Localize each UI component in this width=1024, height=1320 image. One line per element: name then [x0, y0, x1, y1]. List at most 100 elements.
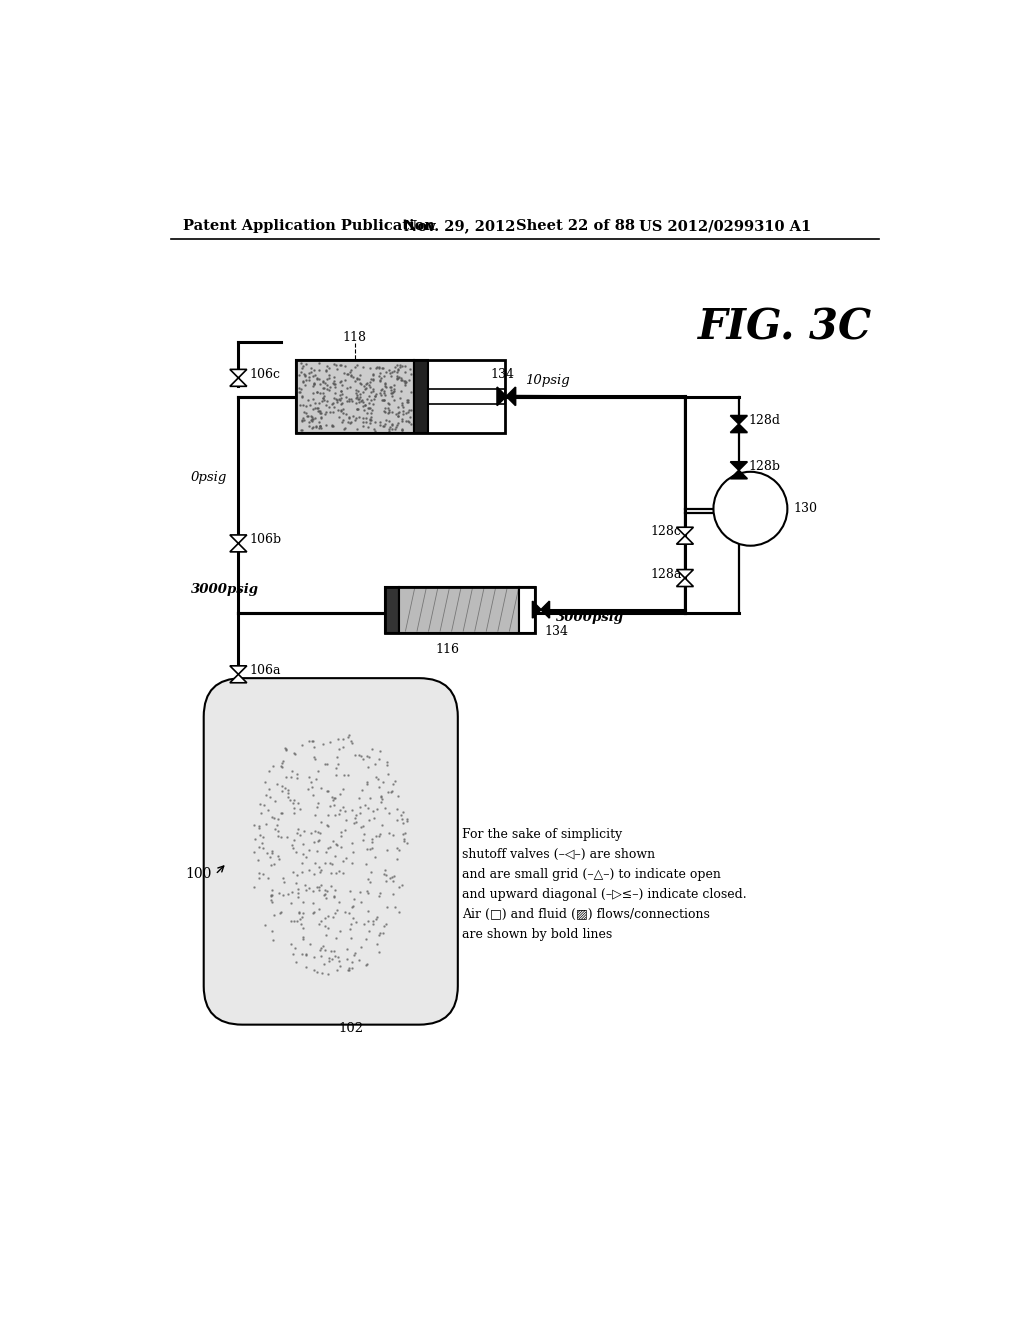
Point — [371, 748, 387, 770]
Point — [348, 418, 365, 440]
Point — [321, 838, 337, 859]
Point — [298, 354, 314, 375]
Point — [319, 880, 336, 902]
Point — [375, 771, 391, 792]
Polygon shape — [506, 387, 515, 405]
Point — [361, 871, 378, 892]
Point — [290, 879, 306, 900]
Point — [318, 379, 335, 400]
Point — [324, 948, 340, 969]
Point — [340, 727, 356, 748]
Point — [307, 364, 324, 385]
Point — [276, 738, 293, 759]
Point — [355, 412, 372, 433]
Point — [401, 399, 418, 420]
Point — [333, 825, 349, 846]
Point — [293, 352, 309, 374]
Point — [362, 381, 379, 403]
Point — [259, 842, 275, 863]
Point — [305, 892, 322, 913]
Point — [346, 888, 362, 909]
Point — [294, 907, 310, 928]
Point — [311, 359, 328, 380]
Point — [252, 793, 268, 814]
Text: Nov. 29, 2012: Nov. 29, 2012 — [403, 219, 515, 234]
Point — [365, 832, 381, 853]
Point — [385, 870, 401, 891]
Point — [360, 883, 377, 904]
Point — [255, 837, 271, 858]
Point — [384, 383, 400, 404]
Point — [354, 395, 371, 416]
Point — [358, 378, 375, 399]
Point — [288, 841, 304, 862]
Point — [273, 775, 290, 796]
Point — [255, 826, 271, 847]
Point — [393, 355, 410, 376]
Point — [360, 385, 377, 407]
Point — [295, 892, 311, 913]
Point — [326, 396, 342, 417]
Point — [303, 362, 319, 383]
Point — [348, 383, 365, 404]
Point — [381, 401, 397, 422]
Point — [376, 366, 392, 387]
Point — [403, 381, 420, 403]
Point — [295, 917, 311, 939]
Point — [325, 907, 341, 928]
Point — [346, 944, 362, 965]
Point — [290, 882, 306, 903]
Point — [314, 371, 331, 392]
Text: Air (□) and fluid (▨) flows/connections: Air (□) and fluid (▨) flows/connections — [462, 908, 710, 921]
Point — [333, 355, 349, 376]
Bar — [385, 586, 535, 632]
Point — [315, 884, 332, 906]
Point — [381, 803, 397, 824]
Point — [361, 838, 378, 859]
Point — [381, 418, 397, 440]
Point — [328, 383, 344, 404]
Point — [374, 814, 390, 836]
Point — [375, 389, 391, 411]
Point — [378, 913, 394, 935]
Point — [338, 387, 354, 408]
Point — [368, 825, 384, 846]
Point — [331, 891, 347, 912]
Point — [327, 846, 343, 867]
Point — [296, 401, 312, 422]
Point — [311, 876, 328, 898]
Point — [298, 879, 314, 900]
Polygon shape — [230, 378, 247, 387]
Point — [299, 405, 315, 426]
Point — [343, 800, 359, 821]
Point — [402, 399, 419, 420]
Point — [359, 756, 376, 777]
Point — [290, 818, 306, 840]
Point — [285, 942, 301, 964]
Point — [354, 814, 371, 836]
Point — [292, 908, 308, 929]
Point — [307, 853, 324, 874]
Point — [398, 411, 415, 432]
Point — [362, 407, 379, 428]
Point — [305, 409, 322, 430]
Point — [308, 368, 325, 389]
Text: shutoff valves (–◁–) are shown: shutoff valves (–◁–) are shown — [462, 849, 654, 862]
Point — [275, 867, 292, 888]
Point — [335, 403, 351, 424]
Point — [306, 946, 323, 968]
Point — [311, 416, 328, 437]
Polygon shape — [730, 424, 748, 433]
Point — [258, 785, 274, 807]
Point — [308, 768, 325, 789]
Point — [250, 849, 266, 870]
Point — [331, 861, 347, 882]
Point — [310, 352, 327, 374]
Point — [333, 393, 349, 414]
Point — [334, 374, 350, 395]
Point — [301, 416, 317, 437]
Point — [367, 420, 383, 441]
Point — [388, 417, 404, 438]
Point — [312, 875, 329, 896]
Point — [361, 393, 378, 414]
